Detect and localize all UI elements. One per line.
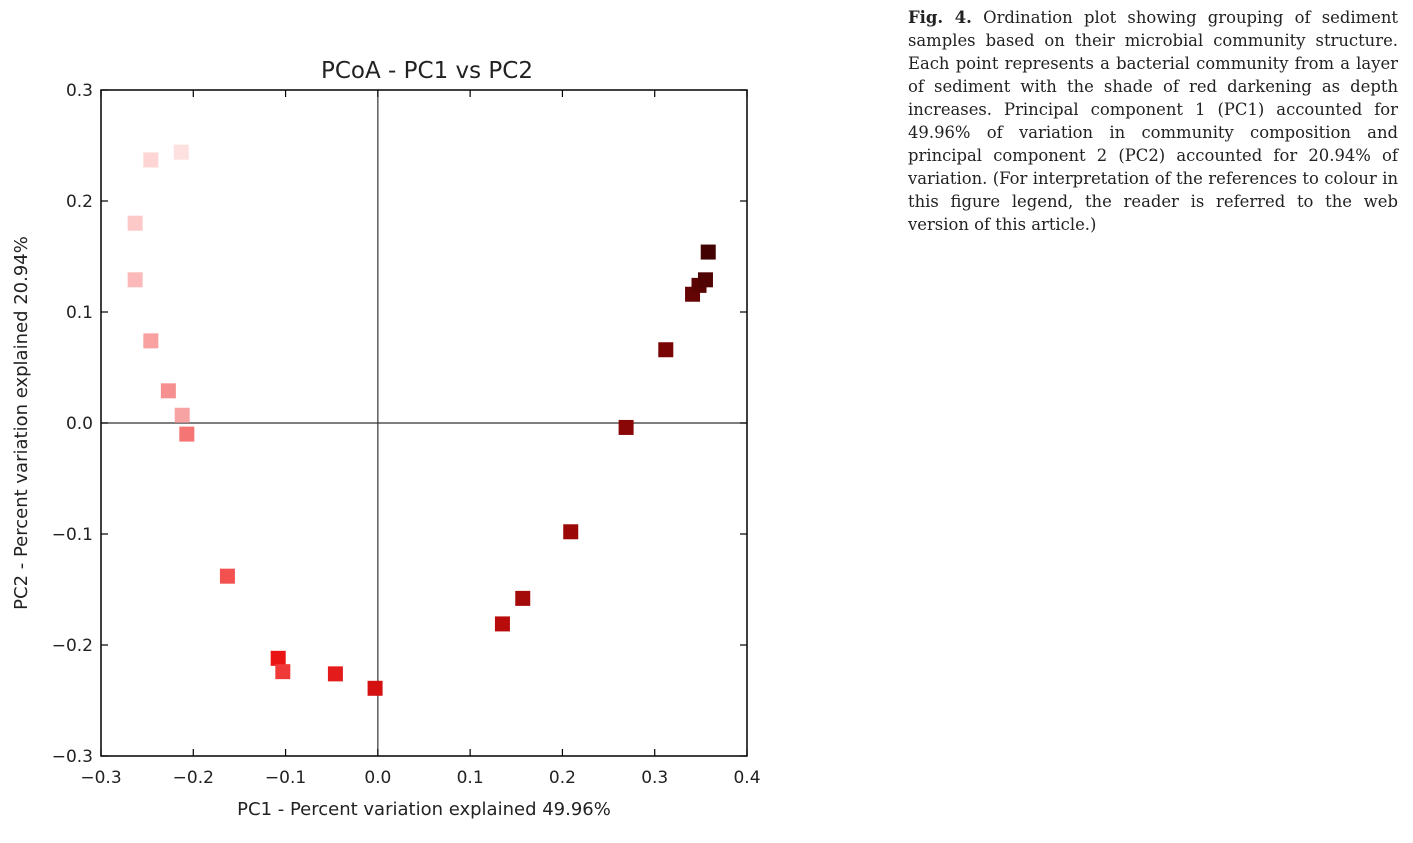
x-tick-label: 0.0	[364, 768, 391, 788]
data-point	[173, 144, 189, 160]
data-point	[143, 333, 159, 349]
x-tick-label: 0.1	[457, 768, 484, 788]
caption-text: Ordination plot showing grouping of sedi…	[908, 8, 1398, 234]
x-tick-label: 0.4	[733, 768, 760, 788]
data-point	[700, 244, 716, 260]
pcoa-chart: PCoA - PC1 vs PC2 −0.3 −0.2 −0.1 0.0 0.1 0.2 0…	[11, 58, 761, 820]
x-axis-label: PC1 - Percent variation explained 49.96%	[237, 799, 611, 820]
figure-caption: Fig. 4. Ordination plot showing grouping…	[908, 6, 1398, 236]
y-tick-label: 0.2	[66, 192, 93, 212]
y-axis-label: PC2 - Percent variation explained 20.94%	[11, 236, 32, 610]
x-tick-label: 0.3	[641, 768, 668, 788]
data-point	[219, 568, 235, 584]
data-points	[127, 144, 716, 696]
data-point	[127, 272, 143, 288]
data-point	[127, 215, 143, 231]
chart-title: PCoA - PC1 vs PC2	[321, 58, 533, 84]
data-point	[563, 524, 579, 540]
x-tick-label: 0.2	[549, 768, 576, 788]
data-point	[174, 407, 190, 423]
data-point	[697, 272, 713, 288]
x-tick-label: −0.1	[265, 768, 306, 788]
data-point	[275, 664, 291, 680]
y-tick-label: 0.0	[66, 414, 93, 434]
data-point	[658, 342, 674, 358]
y-tick-label: −0.3	[52, 747, 93, 767]
data-point	[179, 426, 195, 442]
data-point	[143, 152, 159, 168]
data-point	[494, 616, 510, 632]
figure-label: Fig. 4.	[908, 8, 972, 27]
y-tick-label: −0.2	[52, 636, 93, 656]
axis-ticks: −0.3 −0.2 −0.1 0.0 0.1 0.2 0.3 0.4 0.3 0.2 0.1 0.0 −…	[52, 81, 761, 788]
data-point	[618, 419, 634, 435]
y-tick-label: −0.1	[52, 525, 93, 545]
y-tick-label: 0.1	[66, 303, 93, 323]
data-point	[515, 590, 531, 606]
data-point	[367, 680, 383, 696]
data-point	[160, 383, 176, 399]
x-tick-label: −0.2	[173, 768, 214, 788]
data-point	[270, 650, 286, 666]
x-tick-label: −0.3	[80, 768, 121, 788]
data-point	[327, 666, 343, 682]
y-tick-label: 0.3	[66, 81, 93, 101]
